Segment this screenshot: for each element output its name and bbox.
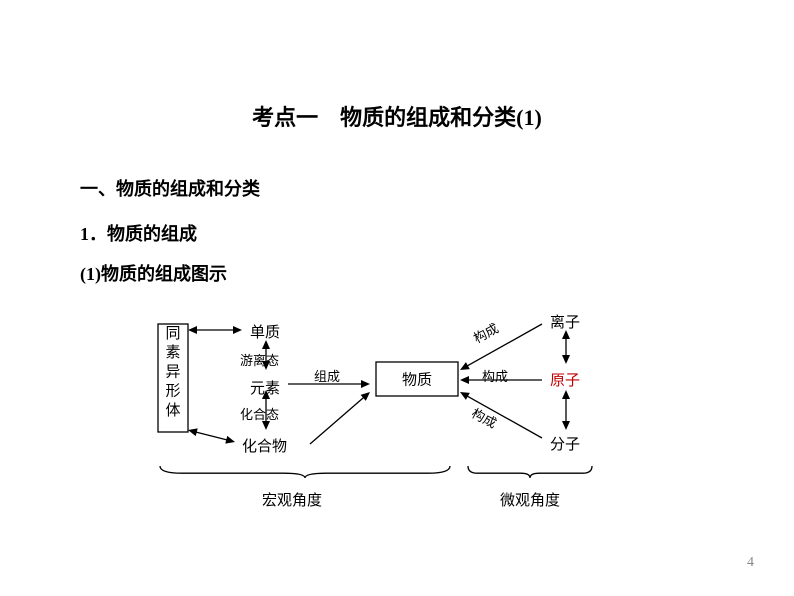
svg-text:微观角度: 微观角度 xyxy=(500,492,560,509)
svg-text:组成: 组成 xyxy=(314,369,340,384)
slide: 考点一 物质的组成和分类(1) 一、物质的组成和分类 1．物质的组成 (1)物质… xyxy=(0,0,794,596)
slide-title: 考点一 物质的组成和分类(1) xyxy=(0,100,794,132)
section-heading-2: 1．物质的组成 xyxy=(80,220,197,246)
svg-text:构成: 构成 xyxy=(482,369,508,384)
svg-text:分子: 分子 xyxy=(550,436,580,453)
section-heading-3: (1)物质的组成图示 xyxy=(80,260,227,286)
diagram-svg: 同素异形体单质游离态元素化合态化合物组成物质构成构成构成离子原子分子宏观角度微观… xyxy=(130,290,674,520)
svg-text:体: 体 xyxy=(165,402,180,419)
svg-text:化合物: 化合物 xyxy=(242,438,287,455)
svg-text:构成: 构成 xyxy=(469,406,499,431)
svg-text:同: 同 xyxy=(165,326,180,342)
svg-text:化合态: 化合态 xyxy=(240,407,279,422)
svg-text:形: 形 xyxy=(165,383,180,400)
svg-text:构成: 构成 xyxy=(471,321,501,346)
svg-text:离子: 离子 xyxy=(550,314,580,331)
svg-text:原子: 原子 xyxy=(550,372,580,389)
svg-text:单质: 单质 xyxy=(250,324,280,341)
svg-text:元素: 元素 xyxy=(250,380,280,397)
svg-text:物质: 物质 xyxy=(402,371,432,388)
section-heading-1: 一、物质的组成和分类 xyxy=(80,175,260,201)
composition-diagram: 同素异形体单质游离态元素化合态化合物组成物质构成构成构成离子原子分子宏观角度微观… xyxy=(130,290,674,520)
svg-text:游离态: 游离态 xyxy=(240,353,279,368)
page-number: 4 xyxy=(747,555,754,571)
svg-text:素: 素 xyxy=(165,344,180,361)
svg-text:宏观角度: 宏观角度 xyxy=(262,492,322,509)
svg-text:异: 异 xyxy=(165,364,180,380)
